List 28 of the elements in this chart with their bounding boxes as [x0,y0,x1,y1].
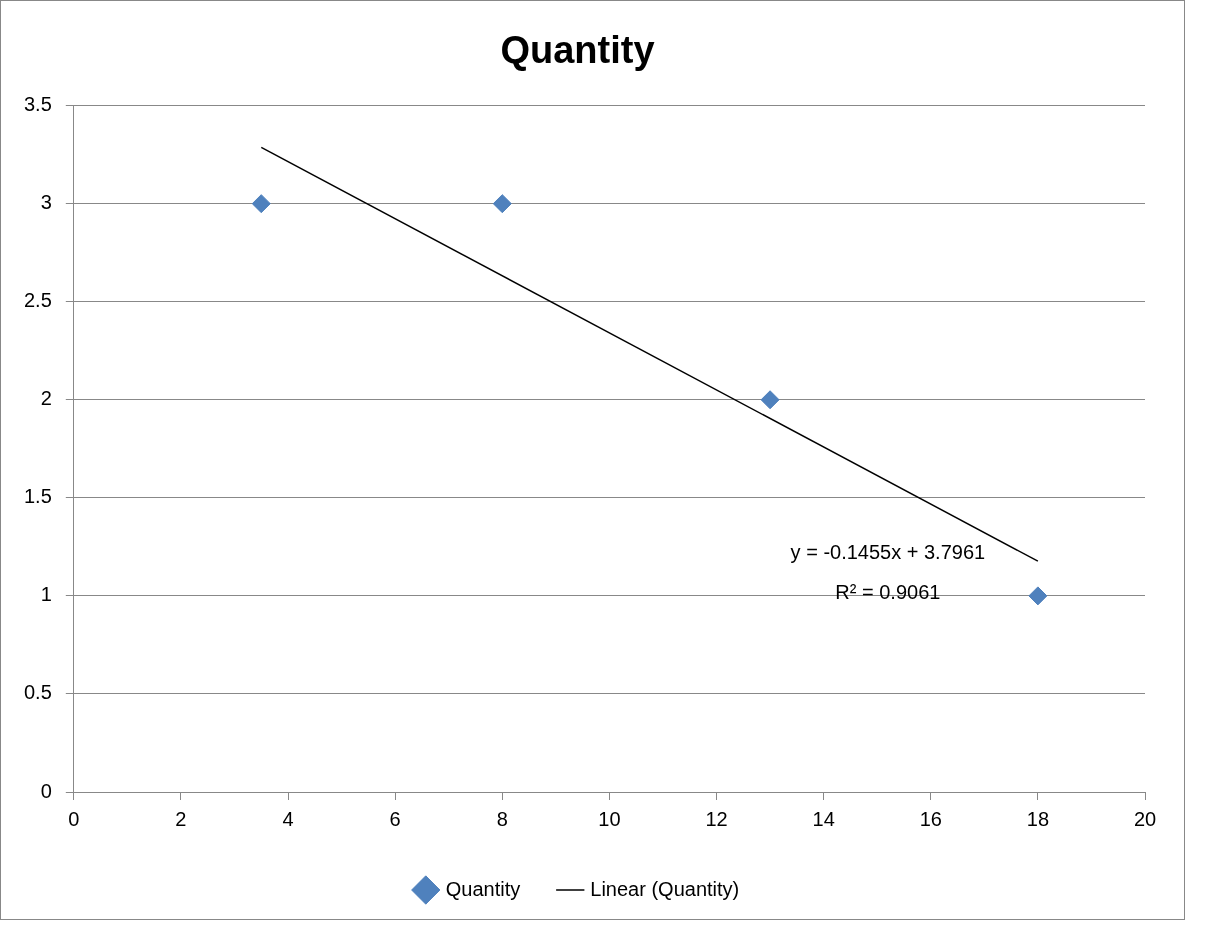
y-tick-label: 2 [40,387,52,410]
legend-label: Quantity [445,877,521,900]
x-tick-label: 10 [598,807,621,830]
y-tick-label: 3 [40,191,52,214]
y-tick-label: 1.5 [23,485,52,508]
x-tick-label: 20 [1133,807,1157,830]
x-tick-label: 0 [68,807,80,830]
x-tick-label: 2 [175,807,187,830]
legend-label: Linear (Quantity) [590,877,740,900]
y-tick-label: 0.5 [23,681,52,704]
x-tick-label: 18 [1026,807,1050,830]
y-tick-label: 1 [40,583,52,606]
point [760,390,780,410]
annotation: R² = 0.9061 [835,580,941,603]
point [1028,586,1048,606]
x-tick-label: 16 [919,807,942,830]
x-tick-label: 14 [812,807,835,830]
y-tick-label: 3.5 [23,93,52,116]
x-tick-label: 6 [389,807,401,830]
x-tick-label: 8 [496,807,508,830]
point [492,194,512,214]
y-tick-label: 0 [40,779,52,802]
y-tick-label: 2.5 [23,289,52,312]
x-tick-label: 12 [705,807,728,830]
point [251,194,271,214]
annotation: y = -0.1455x + 3.7961 [790,540,986,563]
x-tick-label: 4 [282,807,294,830]
chart-title: Quantity [500,29,655,72]
